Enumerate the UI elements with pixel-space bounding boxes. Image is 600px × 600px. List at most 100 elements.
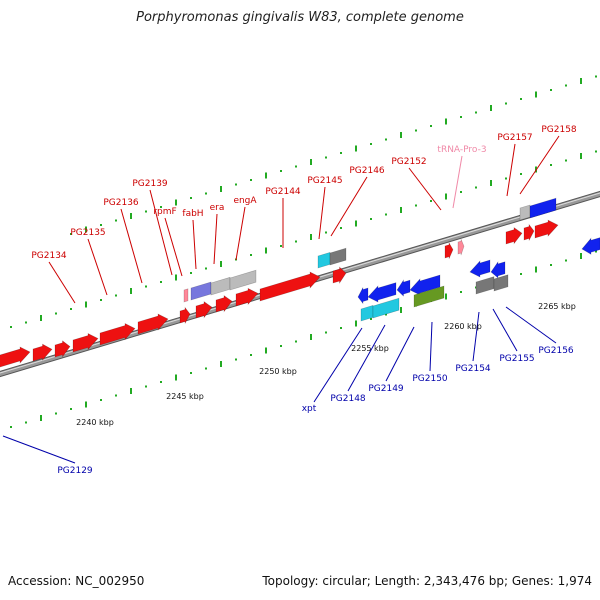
guide-dot	[595, 150, 597, 153]
label-pg2156-leader	[505, 306, 557, 344]
guide-dot	[235, 358, 237, 361]
guide-dot	[460, 116, 462, 118]
gene-box-enga	[229, 269, 257, 291]
guide-dot	[145, 210, 147, 213]
label-trna-pro-3: tRNA-Pro-3	[437, 145, 486, 155]
guide-dot	[115, 219, 117, 222]
guide-dot	[340, 227, 342, 229]
guide-dash	[400, 132, 402, 138]
label-pg2145: PG2145	[307, 176, 342, 186]
guide-dot	[565, 159, 567, 162]
guide-dot	[475, 186, 477, 189]
guide-dot	[385, 138, 387, 141]
guide-dot	[100, 399, 102, 401]
guide-dash	[310, 159, 312, 165]
guide-dot	[235, 183, 237, 186]
guide-dash	[445, 118, 447, 125]
gene-arrow-right-edge	[581, 237, 600, 255]
guide-dot	[205, 192, 207, 195]
gene-box-era	[210, 276, 231, 296]
guide-dash	[580, 253, 582, 259]
guide-dash	[175, 374, 177, 381]
gene-arrow-rpmf	[179, 306, 191, 324]
guide-dot	[190, 197, 192, 199]
guide-dot	[100, 224, 102, 226]
label-pg2150: PG2150	[412, 374, 448, 384]
label-pg2129: PG2129	[57, 466, 93, 476]
label-pg2145-leader	[318, 186, 326, 240]
guide-dot	[460, 291, 462, 293]
label-pg2134: PG2134	[31, 251, 67, 261]
label-leader-lines	[2, 135, 560, 464]
genome-summary-text: Topology: circular; Length: 2,343,476 bp…	[262, 574, 592, 588]
label-pg2157-leader	[506, 143, 516, 197]
guide-dot	[205, 367, 207, 370]
guide-dash	[130, 213, 132, 219]
gene-arrow-xpt	[357, 287, 369, 305]
guide-dash	[175, 274, 177, 281]
guide-dot	[160, 381, 162, 383]
guide-dot	[10, 426, 12, 428]
label-pg2150-leader	[429, 321, 433, 372]
gene-arrow-enga	[235, 287, 259, 307]
guide-dot	[370, 318, 372, 320]
guide-dot	[520, 273, 522, 275]
guide-dash	[445, 193, 447, 200]
guide-dot	[280, 170, 282, 172]
guide-dot	[295, 340, 297, 343]
guide-dash	[85, 226, 87, 233]
label-pg2155-leader	[492, 308, 518, 352]
guide-dot	[100, 299, 102, 301]
guide-dash	[220, 261, 222, 267]
guide-dash	[400, 207, 402, 213]
guide-dash	[355, 220, 357, 227]
guide-dot	[115, 394, 117, 397]
guide-dot	[325, 231, 327, 234]
guide-dot	[370, 143, 372, 145]
gene-arrow-pg2149a	[396, 279, 411, 297]
guide-dot	[115, 294, 117, 297]
guide-dot	[505, 177, 507, 180]
guide-dot	[145, 385, 147, 388]
guide-dot	[430, 125, 432, 127]
guide-dot	[340, 327, 342, 329]
guide-dot	[25, 421, 27, 424]
label-fabh-leader	[192, 219, 197, 270]
gene-box-pg2148b	[372, 297, 400, 319]
guide-dash	[355, 320, 357, 327]
gene-arrow-pg2135	[72, 333, 99, 353]
label-pg2144: PG2144	[265, 187, 301, 197]
gene-box-pg2158	[529, 197, 557, 219]
guide-dot	[160, 206, 162, 208]
scale-tick-label: 2240 kbp	[76, 418, 114, 427]
gene-arrow-pg2134	[0, 346, 31, 368]
guide-dot	[595, 75, 597, 78]
gene-arrow-pg2157b	[523, 223, 535, 241]
label-enga-leader	[235, 206, 246, 261]
guide-dot	[10, 326, 12, 328]
guide-dot	[475, 111, 477, 114]
guide-dot	[295, 240, 297, 243]
guide-dot	[385, 313, 387, 316]
guide-dash	[310, 234, 312, 240]
guide-dot	[550, 89, 552, 91]
guide-dash	[310, 334, 312, 340]
label-pg2139-leader	[149, 189, 173, 276]
gene-arrow-pg2148	[367, 282, 397, 303]
label-pg2134-leader	[48, 261, 76, 304]
label-pg2157: PG2157	[497, 133, 532, 143]
guide-dot	[565, 259, 567, 262]
scale-ticks: 2240 kbp 2245 kbp 2250 kbp 2255 kbp 2260 kbp…	[76, 302, 576, 427]
gene-arrow-pg2157a	[505, 227, 523, 245]
guide-dot	[295, 165, 297, 168]
gene-arrow-pg2154	[469, 259, 491, 278]
guide-dash	[130, 288, 132, 294]
guide-dash	[265, 247, 267, 254]
guide-dash	[355, 145, 357, 152]
guide-dot	[55, 412, 57, 415]
gene-arrow-unnamed-a	[32, 343, 53, 362]
guide-dash	[580, 78, 582, 84]
guide-dot	[385, 213, 387, 216]
label-pg2152: PG2152	[391, 157, 426, 167]
label-pg2129-leader	[2, 435, 76, 464]
